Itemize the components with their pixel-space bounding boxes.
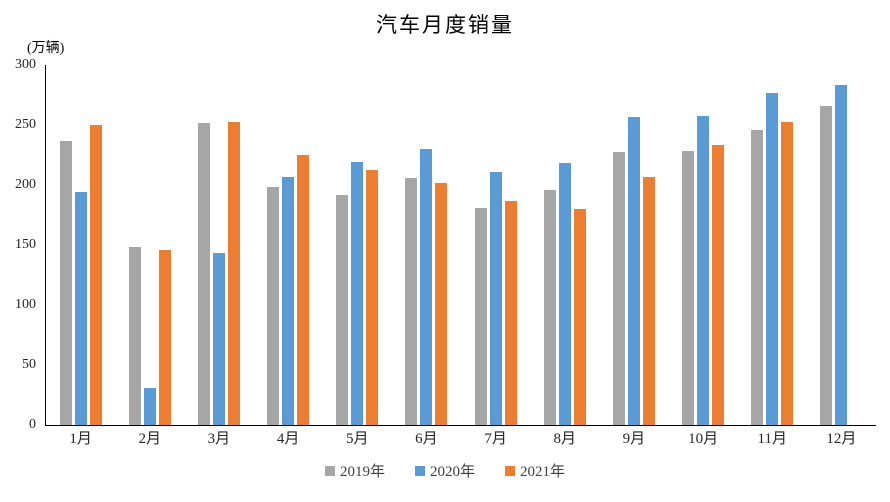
y-axis-tick-label: 150 (15, 237, 36, 252)
legend-item-2021: 2021年 (505, 460, 565, 481)
bar-2019-m12 (820, 106, 833, 425)
y-axis-tick-label: 300 (15, 57, 36, 72)
x-axis-tick-label: 9月 (622, 431, 646, 447)
bar-2021-m1 (89, 124, 102, 425)
legend-swatch-2019 (324, 465, 335, 476)
legend-swatch-2020 (414, 465, 425, 476)
bar-2020-m12 (835, 85, 848, 425)
bar-2021-m4 (297, 154, 310, 425)
bar-2019-m10 (682, 150, 695, 425)
legend-label-2019: 2019年 (339, 464, 385, 480)
legend-swatch-2021 (505, 465, 515, 476)
x-axis-tick-label: 5月 (345, 431, 369, 447)
y-axis-tick-label: 250 (15, 117, 36, 132)
bar-2020-m2 (143, 387, 156, 425)
bar-2020-m6 (420, 149, 433, 425)
bar-2021-m9 (642, 176, 655, 425)
bar-2021-m3 (227, 121, 240, 425)
bar-2021-m10 (712, 145, 725, 425)
bar-2019-m2 (128, 247, 141, 425)
legend: 2019年 2020年 2021年 (0, 460, 890, 481)
bar-2019-m9 (612, 152, 625, 425)
x-axis-tick-label: 12月 (826, 431, 857, 447)
x-axis-tick-label: 6月 (415, 431, 438, 447)
bar-2021-m5 (366, 169, 379, 425)
bar-2020-m7 (489, 171, 502, 425)
bar-2021-m7 (504, 201, 517, 425)
bar-2019-m6 (405, 178, 418, 425)
bar-2021-m6 (435, 183, 448, 425)
y-axis-tick-label: 200 (15, 177, 36, 192)
bar-2019-m5 (336, 195, 349, 425)
bar-2020-m1 (74, 192, 87, 425)
bar-2019-m8 (543, 190, 556, 425)
x-axis-tick-label: 11月 (757, 431, 787, 447)
y-axis-tick-label: 100 (15, 297, 36, 312)
legend-label-2020: 2020年 (429, 464, 475, 480)
bar-2020-m11 (766, 92, 779, 425)
bar-2019-m4 (267, 187, 280, 425)
y-axis-tick-label: 50 (22, 357, 36, 372)
bar-2020-m5 (351, 161, 364, 425)
x-axis-tick-label: 3月 (207, 431, 231, 447)
x-axis-tick-label: 7月 (484, 431, 507, 447)
bar-2019-m3 (197, 122, 210, 425)
plot-area: 0 50 100 150 200 250 300 1月 2月 3月 4月 5月 6月 7月 8月 9月 10月 1… (15, 58, 876, 447)
bar-2021-m8 (573, 209, 586, 425)
x-axis-tick-label: 1月 (69, 431, 92, 447)
chart-title: 汽车月度销量 (376, 13, 514, 37)
y-axis-unit-label: (万辆) (27, 41, 65, 56)
bar-2021-m11 (781, 122, 794, 425)
bar-2020-m4 (282, 176, 295, 425)
bar-2019-m7 (474, 208, 487, 425)
legend-label-2021: 2021年 (520, 464, 566, 480)
legend-item-2020: 2020年 (414, 460, 475, 481)
bar-2020-m8 (558, 162, 571, 425)
x-axis-tick-label: 8月 (553, 431, 576, 447)
y-axis-tick-label: 0 (29, 417, 36, 432)
bar-2019-m1 (59, 140, 72, 425)
x-axis-tick-label: 4月 (276, 431, 300, 447)
bar-2020-m3 (212, 253, 225, 425)
x-axis-tick-label: 10月 (688, 431, 719, 447)
bar-2019-m11 (751, 130, 764, 425)
bar-2020-m9 (627, 117, 640, 425)
bar-2021-m2 (158, 250, 171, 425)
legend-item-2019: 2019年 (324, 460, 385, 481)
bar-2020-m10 (697, 116, 710, 425)
x-axis-tick-label: 2月 (138, 431, 161, 447)
